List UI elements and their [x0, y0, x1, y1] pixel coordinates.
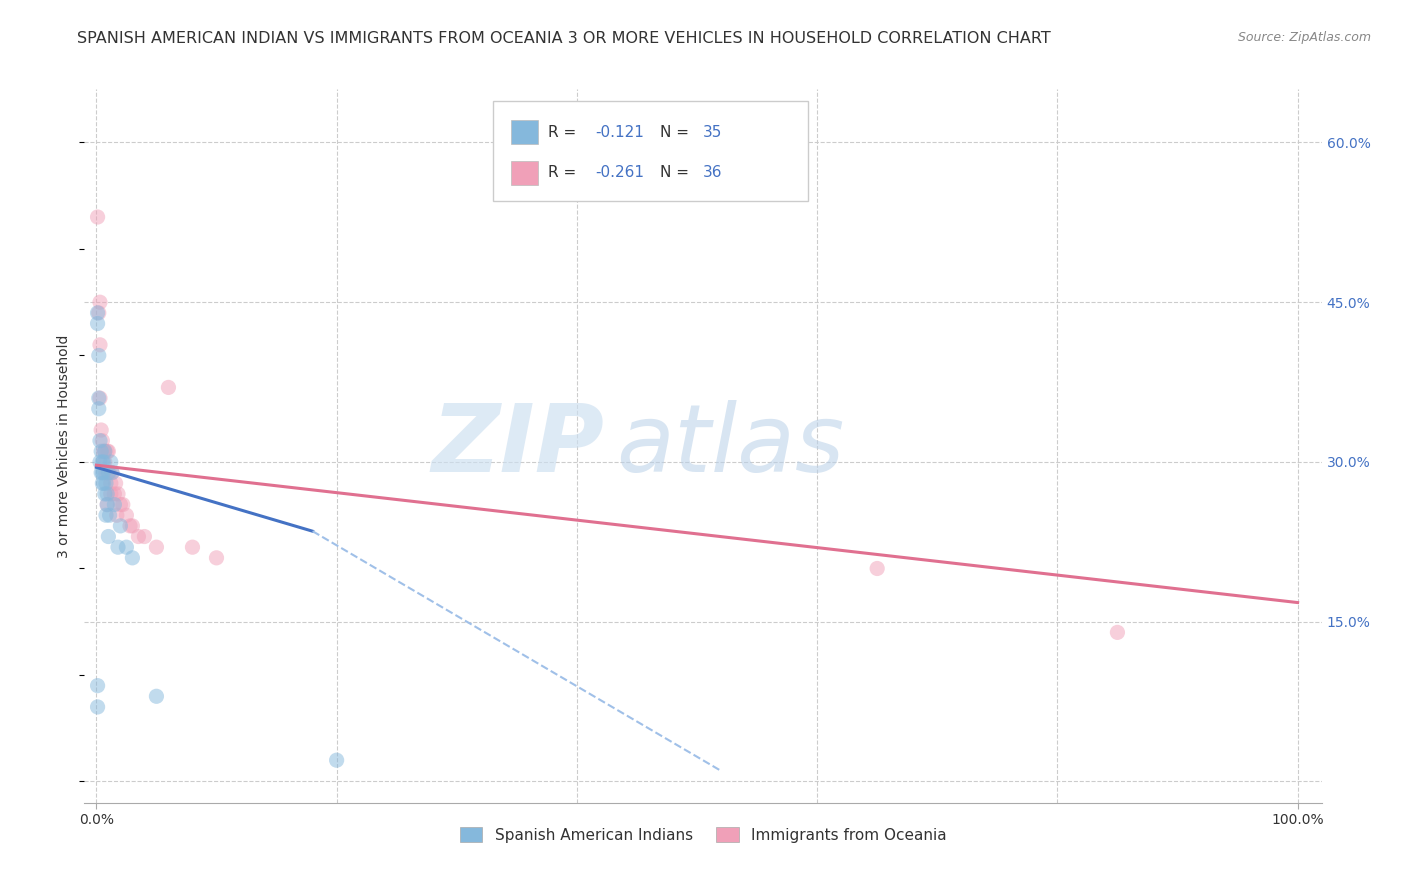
Point — [89, 391, 111, 405]
FancyBboxPatch shape — [512, 120, 538, 145]
Point — [96, 487, 118, 501]
Point — [93, 444, 115, 458]
Point — [101, 466, 124, 480]
Point — [181, 540, 204, 554]
Text: -0.261: -0.261 — [595, 165, 644, 180]
Point — [121, 550, 143, 565]
Point — [105, 508, 128, 523]
Point — [94, 444, 117, 458]
Text: 35: 35 — [703, 125, 723, 139]
FancyBboxPatch shape — [492, 102, 808, 202]
Point — [100, 476, 122, 491]
Point — [89, 434, 111, 448]
Point — [96, 498, 118, 512]
Point — [91, 434, 114, 448]
Point — [93, 455, 115, 469]
Point — [89, 295, 111, 310]
Point — [111, 498, 134, 512]
Point — [127, 529, 149, 543]
Point — [98, 466, 121, 480]
Text: 36: 36 — [703, 165, 723, 180]
Point — [205, 550, 228, 565]
Text: N =: N = — [659, 165, 693, 180]
Point — [96, 444, 118, 458]
Point — [94, 444, 117, 458]
Point — [157, 380, 180, 394]
Point — [134, 529, 156, 543]
Point — [90, 466, 112, 480]
Point — [107, 540, 129, 554]
Point — [94, 508, 117, 523]
Point — [93, 476, 115, 491]
Point — [115, 540, 138, 554]
Point — [100, 455, 122, 469]
Point — [94, 455, 117, 469]
Y-axis label: 3 or more Vehicles in Household: 3 or more Vehicles in Household — [58, 334, 72, 558]
Point — [97, 529, 120, 543]
Point — [97, 466, 120, 480]
Point — [86, 679, 108, 693]
FancyBboxPatch shape — [512, 161, 538, 185]
Point — [94, 466, 117, 480]
Point — [90, 423, 112, 437]
Point — [104, 476, 127, 491]
Point — [86, 317, 108, 331]
Legend: Spanish American Indians, Immigrants from Oceania: Spanish American Indians, Immigrants fro… — [453, 821, 953, 848]
Text: ZIP: ZIP — [432, 400, 605, 492]
Point — [87, 349, 110, 363]
Point — [91, 476, 114, 491]
Point — [103, 487, 125, 501]
Point — [93, 466, 115, 480]
Point — [91, 455, 114, 469]
Point — [86, 700, 108, 714]
Text: R =: R = — [548, 165, 582, 180]
Point — [89, 455, 111, 469]
Point — [87, 401, 110, 416]
Point — [100, 487, 122, 501]
Point — [145, 540, 167, 554]
Point — [86, 306, 108, 320]
Point — [107, 487, 129, 501]
Point — [98, 508, 121, 523]
Point — [97, 466, 120, 480]
Text: N =: N = — [659, 125, 693, 139]
Point — [1107, 625, 1129, 640]
Text: atlas: atlas — [616, 401, 845, 491]
Point — [87, 306, 110, 320]
Text: Source: ZipAtlas.com: Source: ZipAtlas.com — [1237, 31, 1371, 45]
Point — [86, 210, 108, 224]
Point — [96, 498, 118, 512]
Point — [97, 444, 120, 458]
Point — [866, 561, 889, 575]
Point — [94, 487, 117, 501]
Text: -0.121: -0.121 — [595, 125, 644, 139]
Point — [103, 498, 125, 512]
Point — [110, 498, 132, 512]
Point — [91, 466, 114, 480]
Point — [90, 444, 112, 458]
Point — [121, 519, 143, 533]
Point — [94, 476, 117, 491]
Point — [325, 753, 347, 767]
Text: R =: R = — [548, 125, 582, 139]
Point — [115, 508, 138, 523]
Text: SPANISH AMERICAN INDIAN VS IMMIGRANTS FROM OCEANIA 3 OR MORE VEHICLES IN HOUSEHO: SPANISH AMERICAN INDIAN VS IMMIGRANTS FR… — [77, 31, 1052, 46]
Point — [110, 519, 132, 533]
Point — [145, 690, 167, 704]
Point — [118, 519, 141, 533]
Point — [89, 338, 111, 352]
Point — [87, 391, 110, 405]
Point — [101, 466, 124, 480]
